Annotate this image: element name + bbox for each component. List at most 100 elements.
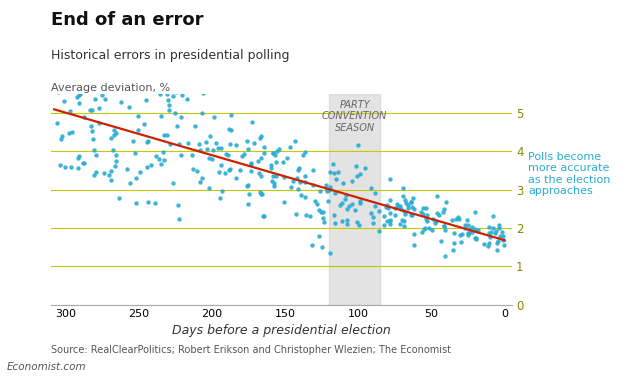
Point <box>73 165 83 171</box>
Point <box>92 169 102 175</box>
Point <box>249 139 259 146</box>
Point <box>93 120 104 126</box>
Point <box>55 162 65 168</box>
Point <box>355 200 365 206</box>
Point <box>246 159 256 165</box>
Point <box>256 191 266 197</box>
Point <box>57 133 67 139</box>
Point <box>438 209 448 215</box>
Text: Economist.com: Economist.com <box>6 362 86 372</box>
Point <box>335 202 345 208</box>
Point <box>255 135 265 141</box>
Point <box>328 161 338 167</box>
Point <box>431 218 441 224</box>
Point <box>65 108 76 114</box>
Point <box>211 79 221 85</box>
Point <box>294 165 304 171</box>
Point <box>310 198 320 204</box>
Point <box>449 230 460 236</box>
Point <box>266 162 276 168</box>
Point <box>198 89 208 96</box>
Point <box>183 140 193 146</box>
Point <box>190 123 200 129</box>
Point <box>330 220 340 226</box>
Point <box>214 195 225 201</box>
Point <box>291 211 301 217</box>
Point <box>246 119 257 125</box>
Point <box>407 203 417 209</box>
Point <box>259 144 269 150</box>
Point <box>271 173 282 179</box>
Point <box>156 161 166 167</box>
Point <box>347 178 357 184</box>
Point <box>89 172 99 178</box>
Point <box>242 138 252 144</box>
Point <box>300 194 310 200</box>
Point <box>463 222 473 228</box>
Point <box>399 208 409 214</box>
Point <box>390 212 400 218</box>
Point <box>495 233 505 240</box>
Point <box>272 148 282 154</box>
Point <box>130 150 140 156</box>
Point <box>460 222 470 228</box>
Point <box>74 153 84 159</box>
Point <box>142 139 152 146</box>
Point <box>268 150 278 156</box>
Point <box>470 235 481 241</box>
Point <box>328 170 339 176</box>
Point <box>401 200 412 206</box>
Point <box>403 205 413 211</box>
Point <box>143 138 153 144</box>
Point <box>65 164 76 170</box>
Point <box>448 247 458 253</box>
Point <box>171 89 181 95</box>
Point <box>497 229 508 235</box>
Point <box>174 141 184 147</box>
Point <box>211 140 221 146</box>
Point <box>256 173 266 179</box>
Point <box>162 132 172 138</box>
Point <box>454 232 465 238</box>
Point <box>360 165 371 171</box>
Point <box>157 149 168 155</box>
Point <box>209 114 220 120</box>
Point <box>427 227 437 233</box>
Point <box>420 205 431 211</box>
Point <box>49 72 60 78</box>
Point <box>110 162 120 168</box>
Point <box>133 113 143 119</box>
Point <box>329 212 339 218</box>
Point <box>61 72 71 78</box>
Point <box>282 155 292 161</box>
Point <box>301 212 311 218</box>
Point <box>246 168 257 174</box>
Point <box>74 92 84 98</box>
Point <box>257 191 268 197</box>
Point <box>368 220 378 226</box>
Point <box>109 127 119 133</box>
Point <box>300 173 310 179</box>
Point <box>432 193 442 199</box>
Point <box>88 72 98 78</box>
Point <box>230 174 241 180</box>
Point <box>100 96 111 102</box>
Point <box>454 215 465 221</box>
Point <box>205 133 215 139</box>
Point <box>293 167 303 173</box>
Point <box>430 220 440 226</box>
Point <box>385 217 396 223</box>
Point <box>115 195 125 201</box>
Point <box>122 166 132 172</box>
Point <box>352 219 362 225</box>
Point <box>368 214 378 220</box>
Point <box>279 199 289 205</box>
Point <box>176 152 186 158</box>
Point <box>452 214 463 220</box>
Point <box>434 212 444 218</box>
Point <box>490 230 500 237</box>
Point <box>109 132 119 138</box>
Point <box>393 203 403 209</box>
Point <box>422 218 433 224</box>
Point <box>69 88 79 94</box>
